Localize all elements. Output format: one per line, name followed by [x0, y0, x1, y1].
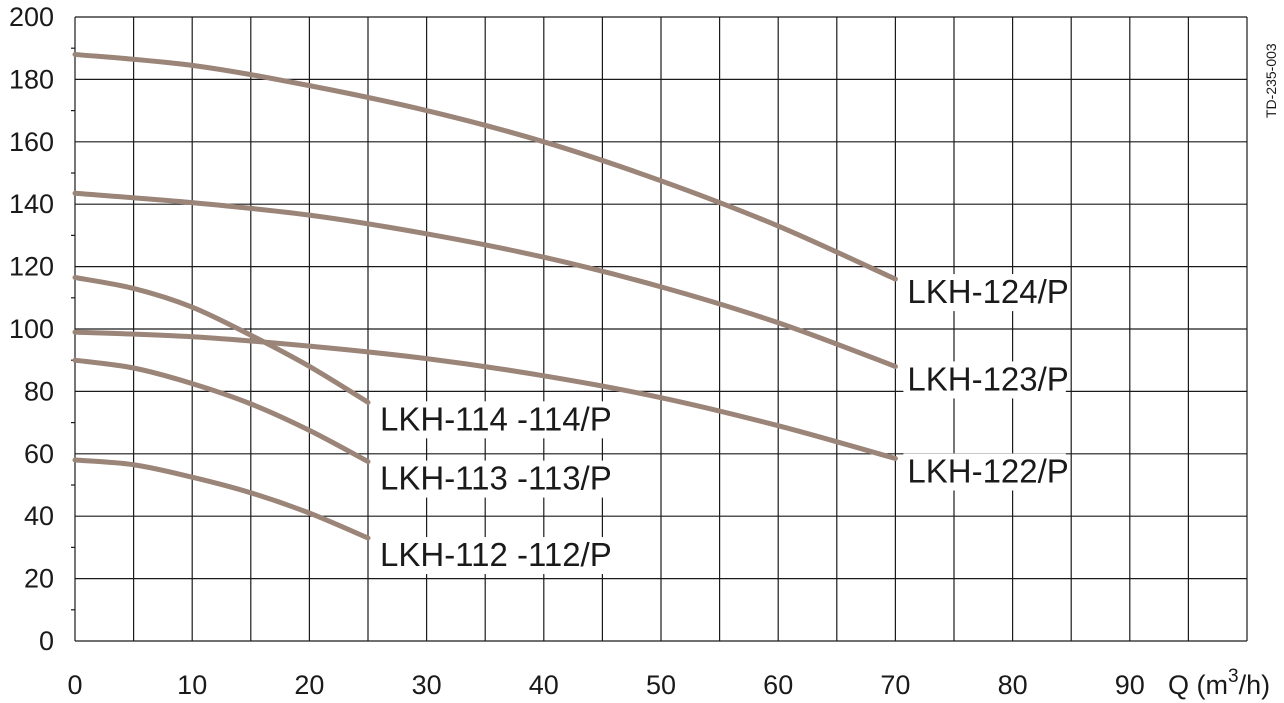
- series-label-background: [903, 274, 1066, 312]
- labels: 0 20 40 60 80 100 120 140 160 180 200 0 10 20 30 40 50 60…: [9, 2, 1270, 700]
- series-line-2: [72, 190, 898, 369]
- x-tick-label: 30: [412, 670, 442, 700]
- series-line-4: [72, 275, 371, 405]
- y-tick-label: 20: [24, 564, 54, 594]
- y-tick-label: 160: [9, 127, 54, 157]
- series-line-6: [72, 457, 371, 541]
- y-tick-label: 100: [9, 314, 54, 344]
- series-label: LKH-112 -112/P: [380, 536, 612, 573]
- series-label-background: [376, 401, 625, 439]
- x-tick-label: 0: [67, 670, 82, 700]
- series-label: LKH-113 -113/P: [380, 460, 612, 497]
- x-tick-label: 70: [880, 670, 910, 700]
- series-label-background: [903, 453, 1066, 491]
- series-line-1: [72, 51, 898, 282]
- series-label-background: [376, 460, 625, 498]
- series-label: LKH-122/P: [907, 452, 1068, 489]
- series-line-5: [72, 357, 371, 465]
- y-tick-label: 40: [24, 501, 54, 531]
- series-label-background: [903, 361, 1066, 399]
- x-tick-label: 50: [646, 670, 676, 700]
- curves: [72, 51, 898, 541]
- series-label-background: [376, 537, 625, 575]
- y-tick-label: 180: [9, 64, 54, 94]
- series-line-3: [72, 329, 898, 461]
- y-tick-label: 80: [24, 376, 54, 406]
- y-tick-label: 60: [24, 439, 54, 469]
- x-tick-label: 40: [529, 670, 559, 700]
- y-tick-label: 140: [9, 189, 54, 219]
- y-tick-label: 200: [9, 2, 54, 32]
- document-code-label: TD-235-003: [1263, 43, 1279, 118]
- y-tick-label: 0: [39, 626, 54, 656]
- y-tick-label: 120: [9, 252, 54, 282]
- x-tick-label: 20: [294, 670, 324, 700]
- x-tick-label: 10: [177, 670, 207, 700]
- x-axis-label: Q (m3/h): [1168, 666, 1270, 700]
- grid: [71, 16, 1248, 642]
- x-tick-label: 80: [998, 670, 1028, 700]
- series-label: LKH-114 -114/P: [380, 400, 612, 437]
- series-label: LKH-123/P: [907, 360, 1068, 397]
- x-tick-label: 60: [763, 670, 793, 700]
- x-tick-label: 90: [1115, 670, 1145, 700]
- series-label: LKH-124/P: [907, 273, 1068, 310]
